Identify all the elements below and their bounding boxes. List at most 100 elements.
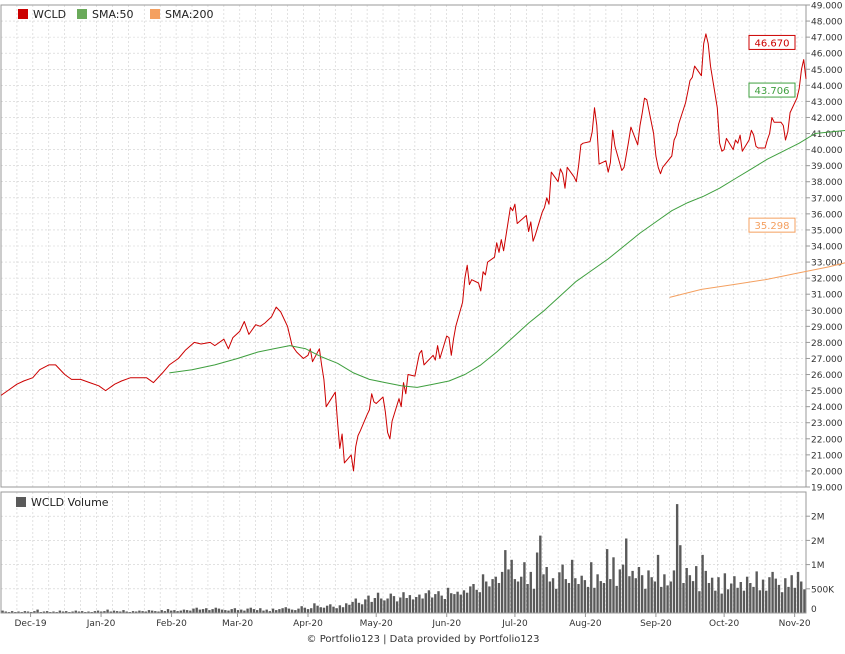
volume-bar: [427, 590, 431, 613]
volume-bar: [259, 608, 262, 613]
volume-bar: [555, 588, 558, 613]
price-y-tick-label: 24.000: [811, 403, 843, 413]
volume-bar: [459, 594, 462, 613]
volume-bar: [189, 610, 192, 613]
volume-bar: [790, 575, 793, 613]
price-y-tick-label: 43.000: [811, 98, 843, 108]
volume-bar: [602, 583, 606, 613]
price-y-tick-label: 40.000: [811, 146, 843, 156]
volume-bar: [36, 609, 39, 613]
volume-bar: [723, 573, 727, 613]
volume-bar: [370, 601, 373, 613]
volume-bar: [294, 610, 297, 613]
volume-bar: [233, 608, 237, 613]
volume-bar: [61, 611, 65, 613]
volume-bar: [170, 610, 173, 613]
volume-y-tick-label: 2M: [811, 537, 825, 547]
volume-bar: [205, 608, 208, 613]
x-tick-label: Feb-20: [156, 619, 187, 629]
price-y-tick-label: 37.000: [811, 194, 843, 204]
volume-bar: [408, 595, 412, 613]
volume-bar: [430, 597, 434, 613]
volume-panel: 500K 1M 2M 2M 0: [0, 491, 835, 615]
volume-bar: [742, 590, 746, 613]
price-y-tick-label: 29.000: [811, 323, 843, 333]
x-axis-labels: Dec-19 Jan-20 Feb-20 Mar-20 Apr-20 May-20 Jun-…: [14, 613, 811, 629]
volume-bar: [472, 584, 475, 613]
volume-bar: [717, 577, 720, 613]
volume-bar: [415, 597, 418, 613]
volume-bar: [647, 570, 650, 613]
volume-bar: [640, 575, 644, 613]
volume-bar: [739, 582, 742, 613]
legend-label-0: WCLD: [33, 8, 66, 21]
price-y-tick-label: 35.000: [811, 226, 843, 236]
volume-bar: [208, 610, 211, 613]
x-tick-label: Jun-20: [431, 619, 461, 629]
volume-bar: [303, 607, 307, 613]
volume-bar: [230, 609, 233, 613]
volume-bar: [450, 593, 453, 613]
volume-bar: [141, 611, 144, 613]
sma50-line: [169, 129, 845, 388]
volume-bar: [685, 568, 688, 613]
volume-bar: [660, 586, 663, 613]
volume-bar: [217, 608, 221, 613]
volume-bar: [535, 552, 539, 613]
volume-bar: [726, 589, 730, 613]
legend-label-1: SMA:50: [92, 8, 134, 21]
volume-bar: [736, 587, 739, 613]
volume-bar: [185, 610, 189, 613]
volume-bar: [529, 571, 532, 613]
volume-bar: [106, 609, 109, 613]
volume-panel-frame: [0, 491, 807, 614]
volume-bar: [360, 604, 364, 613]
volume-bar: [469, 586, 472, 613]
volume-bar: [777, 584, 781, 613]
volume-bar: [246, 608, 249, 613]
volume-bar: [675, 504, 679, 613]
volume-bar: [634, 578, 637, 613]
sma200-line: [669, 262, 845, 298]
volume-bar: [656, 554, 660, 613]
volume-bar: [621, 564, 625, 613]
volume-bar: [179, 610, 182, 613]
volume-bar: [434, 594, 437, 613]
price-y-tick-label: 45.000: [811, 66, 843, 76]
x-tick-label: Dec-19: [14, 619, 46, 629]
volume-bar: [593, 587, 596, 613]
price-y-tick-label: 20.000: [811, 467, 843, 477]
volume-bar: [771, 571, 774, 613]
price-y-tick-label: 21.000: [811, 451, 843, 461]
price-y-tick-label: 41.000: [811, 130, 843, 140]
volume-bar: [144, 611, 147, 613]
volume-bar: [784, 578, 787, 613]
volume-bar: [567, 583, 571, 613]
volume-bar: [615, 585, 618, 613]
volume-bar: [574, 578, 577, 613]
price-panel: 19.000 20.000 21.000 22.000 23.000 24.000 25.0…: [0, 2, 845, 494]
volume-bar: [800, 581, 803, 613]
price-y-tick-label: 26.000: [811, 371, 843, 381]
volume-bar: [707, 583, 711, 613]
volume-bar: [720, 593, 723, 613]
volume-bar: [268, 611, 272, 613]
volume-bar: [462, 590, 466, 613]
volume-legend-label: WCLD Volume: [31, 496, 109, 509]
volume-bar: [74, 610, 77, 613]
volume-bar: [364, 599, 367, 613]
volume-bar: [284, 607, 287, 613]
volume-bar: [23, 611, 27, 613]
volume-bar: [761, 579, 765, 613]
volume-bar: [52, 611, 55, 613]
volume-legend: WCLD Volume: [16, 496, 109, 509]
volume-bar: [348, 604, 351, 613]
volume-bar: [236, 610, 240, 613]
volume-bar: [112, 610, 116, 613]
volume-bar: [663, 574, 666, 613]
volume-bar: [329, 604, 332, 613]
volume-bar: [325, 605, 329, 613]
volume-bar: [341, 607, 345, 613]
volume-bar: [322, 607, 326, 613]
price-y-tick-label: 32.000: [811, 275, 843, 285]
